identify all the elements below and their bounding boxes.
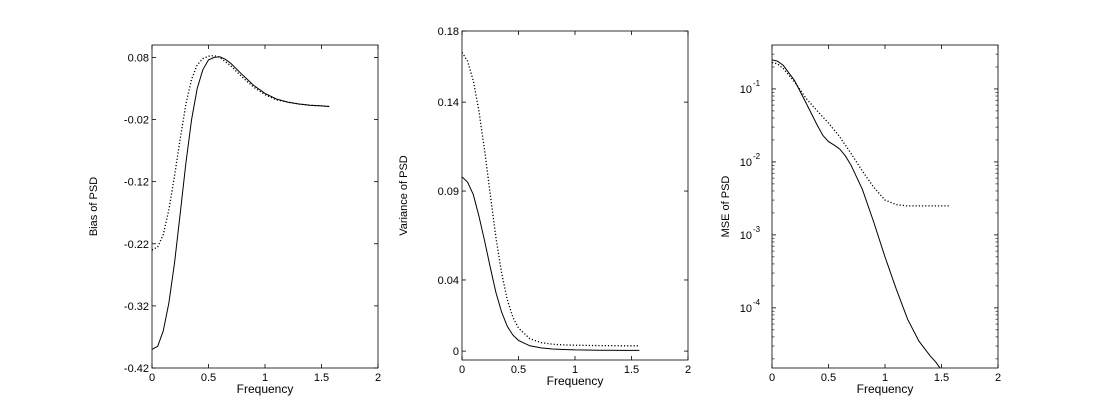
y-tick-exponent: -1 [753, 79, 761, 88]
series-line-dotted [462, 51, 640, 347]
bias-panel: 0 0.5 1 1.5 2 -0.42 -0.32 -0.22 -0.12 -0.02 0.08 Fr… [88, 44, 381, 396]
y-tick-label: -0.32 [124, 301, 149, 313]
x-tick-label: 2 [375, 372, 381, 384]
y-tick-exponent: -2 [753, 152, 761, 161]
x-tick-label: 0.5 [201, 372, 216, 384]
y-tick-label: -0.42 [124, 363, 149, 375]
axes-frame [461, 30, 689, 361]
x-tick-label: 1.5 [934, 372, 949, 384]
x-tick-label: 1 [882, 372, 888, 384]
series-line-solid [152, 56, 330, 350]
y-axis-title: Variance of PSD [398, 155, 410, 236]
y-tick-label: 10 [740, 303, 752, 315]
x-axis-title: Frequency [547, 374, 604, 388]
y-tick-label: 0.08 [128, 52, 149, 64]
y-axis-title: MSE of PSD [720, 176, 732, 238]
x-tick-label: 0 [149, 372, 155, 384]
y-tick-exponent: -4 [753, 298, 761, 307]
x-tick-label: 0 [769, 372, 775, 384]
y-axis-title: Bias of PSD [88, 177, 100, 236]
y-tick-label: 0 [453, 346, 459, 358]
x-tick-label: 1.5 [624, 364, 639, 376]
y-tick-label: -0.22 [124, 239, 149, 251]
x-axis-title: Frequency [857, 382, 914, 396]
x-tick-label: 1 [572, 364, 578, 376]
x-tick-label: 2 [995, 372, 1001, 384]
series-line-dotted [152, 54, 330, 251]
x-tick-label: 1 [262, 372, 268, 384]
y-tick-label: 0.09 [438, 186, 459, 198]
y-tick-label: 0.04 [438, 275, 459, 287]
variance-panel: 0 0.5 1 1.5 2 0 0.04 0.09 0.14 0.18 Frequency Varia… [398, 26, 691, 388]
x-tick-label: 1.5 [314, 372, 329, 384]
x-tick-label: 2 [685, 364, 691, 376]
x-axis-title: Frequency [237, 382, 294, 396]
y-tick-label: -0.12 [124, 177, 149, 189]
y-tick-label: 0.14 [438, 97, 459, 109]
y-tick-label: 10 [740, 230, 752, 242]
series-line-solid [772, 59, 941, 368]
series-line-dotted [772, 61, 950, 207]
y-tick-label: 10 [740, 84, 752, 96]
y-tick-label: 10 [740, 157, 752, 169]
x-tick-label: 0.5 [821, 372, 836, 384]
series-line-solid [462, 176, 640, 351]
y-tick-label: 0.18 [438, 26, 459, 38]
x-tick-label: 0 [459, 364, 465, 376]
x-tick-label: 0.5 [511, 364, 526, 376]
axes-frame [771, 44, 999, 369]
y-tick-exponent: -3 [753, 225, 761, 234]
y-tick-label: -0.02 [124, 115, 149, 127]
